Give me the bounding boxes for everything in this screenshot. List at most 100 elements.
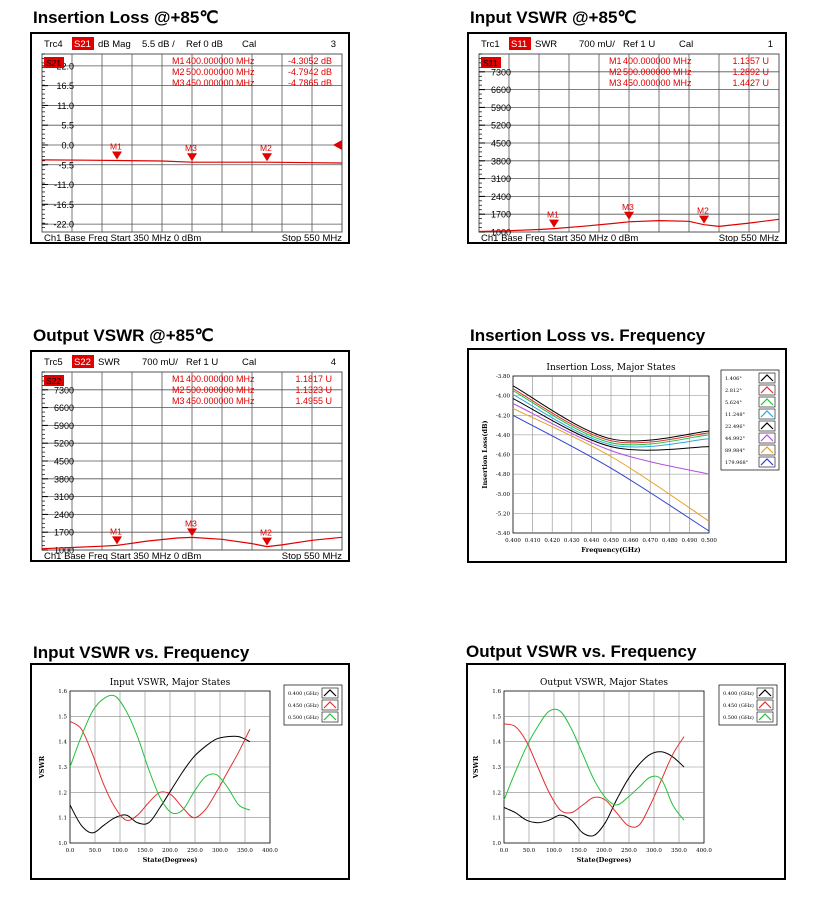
y-tick-label: 1.5 — [58, 714, 67, 720]
x-tick-label: 150.0 — [137, 848, 153, 854]
legend-label: 2.812° — [725, 388, 742, 394]
y-tick-label: -16.5 — [53, 200, 74, 210]
y-tick-label: 4500 — [491, 139, 511, 149]
marker-table-value: 1.1357 U — [732, 56, 769, 66]
y-tick-label: -5.20 — [496, 511, 511, 517]
legend-swatch — [323, 701, 337, 709]
trace-scale: 700 mU/ — [142, 357, 178, 368]
legend-label: 11.248° — [725, 412, 745, 418]
legend-label: 0.500 (GHz) — [723, 714, 754, 721]
series-line-2 — [503, 708, 685, 821]
ref-label: S21 — [46, 58, 61, 68]
y-tick-label: 3100 — [491, 174, 511, 184]
legend-swatch — [323, 713, 337, 721]
y-tick-label: 11.0 — [57, 101, 74, 111]
y-axis-label: VSWR — [472, 755, 480, 779]
marker-table-value: 1.1323 U — [295, 385, 332, 395]
legend-swatch-box — [758, 408, 776, 420]
ref-label: S22 — [46, 376, 61, 386]
y-tick-label: -4.40 — [496, 433, 511, 439]
series-line-2 — [69, 694, 251, 815]
marker-table-label: M3 — [609, 78, 622, 88]
marker-label: M1 — [547, 210, 559, 220]
y-tick-label: -4.00 — [496, 394, 511, 400]
plot-input-vswr-major-states: Input VSWR, Major States 0.0 50.0 100.0 150.… — [38, 678, 343, 864]
series-line-1 — [503, 723, 685, 828]
series-line-1 — [512, 388, 710, 444]
x-tick-label: 0.430 — [564, 538, 580, 544]
trace-id: Trc1 — [481, 39, 500, 50]
x-tick-label: 0.500 — [701, 538, 717, 544]
legend-label: 0.500 (GHz) — [288, 714, 319, 721]
legend-swatch — [323, 689, 337, 697]
x-tick-label: 400.0 — [696, 848, 712, 854]
x-tick-label: 0.0 — [66, 848, 75, 854]
marker-table-freq: 450.000000 MHz — [186, 396, 255, 406]
y-tick-label: 1.4 — [58, 740, 67, 746]
trace-line — [478, 218, 780, 233]
y-tick-label: -4.80 — [496, 472, 511, 478]
y-tick-label: 1.3 — [58, 765, 67, 771]
legend-swatch-box — [758, 432, 776, 444]
y-tick-label: 1.3 — [492, 765, 501, 771]
y-tick-label: 1.0 — [58, 841, 67, 847]
ref-badge — [481, 57, 501, 68]
y-tick-label: 5.5 — [61, 121, 74, 131]
legend-swatch-box — [758, 384, 776, 396]
legend-swatch — [760, 446, 774, 454]
marker-label: M2 — [260, 528, 272, 538]
y-tick-label: 1.2 — [58, 790, 67, 796]
legend-swatch-box — [756, 711, 774, 723]
trace-ref: Ref 1 U — [623, 39, 655, 50]
y-tick-label: 1.5 — [492, 714, 501, 720]
marker-table-label: M2 — [609, 67, 622, 77]
footer-start: Ch1 Base Freq Start 350 MHz 0 dBm — [44, 233, 201, 242]
y-tick-label: 1700 — [54, 528, 74, 538]
param-name: S11 — [511, 39, 527, 50]
y-tick-label: 1.1 — [58, 816, 67, 822]
legend-swatch — [760, 386, 774, 394]
marker-table-label: M1 — [172, 56, 185, 66]
trace-format: SWR — [535, 39, 557, 50]
trace-format: dB Mag — [98, 39, 131, 50]
series-line-4 — [512, 398, 710, 451]
marker-table-freq: 450.000000 MHz — [623, 78, 692, 88]
legend-swatch — [760, 458, 774, 466]
legend-label: 5.624° — [725, 400, 742, 406]
x-tick-label: 0.410 — [525, 538, 541, 544]
x-tick-label: 0.490 — [682, 538, 698, 544]
y-tick-label: 5200 — [54, 439, 74, 449]
plot-panel-input-vswr-states: Input VSWR, Major States 0.0 50.0 100.0 150.… — [30, 663, 350, 880]
marker-table-label: M3 — [172, 396, 185, 406]
marker-table-freq: 500.000000 MHz — [623, 67, 692, 77]
y-tick-label: 6600 — [54, 403, 74, 413]
param-name: S21 — [74, 39, 91, 50]
y-tick-label: 1000 — [491, 228, 511, 238]
marker-label: M2 — [697, 206, 709, 216]
y-tick-label: -22.0 — [53, 220, 74, 230]
analyzer-panel-input-vswr: Trc1 S11 SWR 700 mU/Ref 1 U Cal 1 7300 6600 5900… — [467, 32, 787, 244]
marker-label: M1 — [110, 141, 122, 151]
footer-start: Ch1 Base Freq Start 350 MHz 0 dBm — [44, 551, 201, 560]
trace-line — [41, 159, 343, 164]
x-tick-label: 350.0 — [671, 848, 687, 854]
ref-badge — [44, 375, 64, 386]
marker-table-label: M1 — [172, 374, 185, 384]
y-axis-label: Insertion Loss(dB) — [481, 420, 489, 488]
reference-position-arrow — [333, 139, 342, 150]
series-line-0 — [69, 735, 251, 834]
y-tick-label: 1700 — [491, 210, 511, 220]
y-tick-label: -11.0 — [54, 180, 74, 190]
marker-label: M3 — [185, 143, 197, 153]
marker-table-freq: 500.000000 MHz — [186, 385, 255, 395]
marker-m1 — [112, 151, 122, 160]
x-tick-label: 50.0 — [89, 848, 102, 854]
marker-table-freq: 500.000000 MHz — [186, 67, 255, 77]
analyzer-panel-insertion-loss: Trc4 S21 dB Mag 5.5 dB / Ref 0 dB Cal 3 22.0 16.… — [30, 32, 350, 244]
series-line-5 — [512, 403, 710, 475]
x-tick-label: 400.0 — [262, 848, 278, 854]
param-badge — [72, 355, 94, 368]
x-tick-label: 0.420 — [544, 538, 560, 544]
analyzer-panel-output-vswr: Trc5 S22 SWR 700 mU/Ref 1 U Cal 4 7300 6600 5900… — [30, 350, 350, 562]
x-tick-label: 0.440 — [584, 538, 600, 544]
